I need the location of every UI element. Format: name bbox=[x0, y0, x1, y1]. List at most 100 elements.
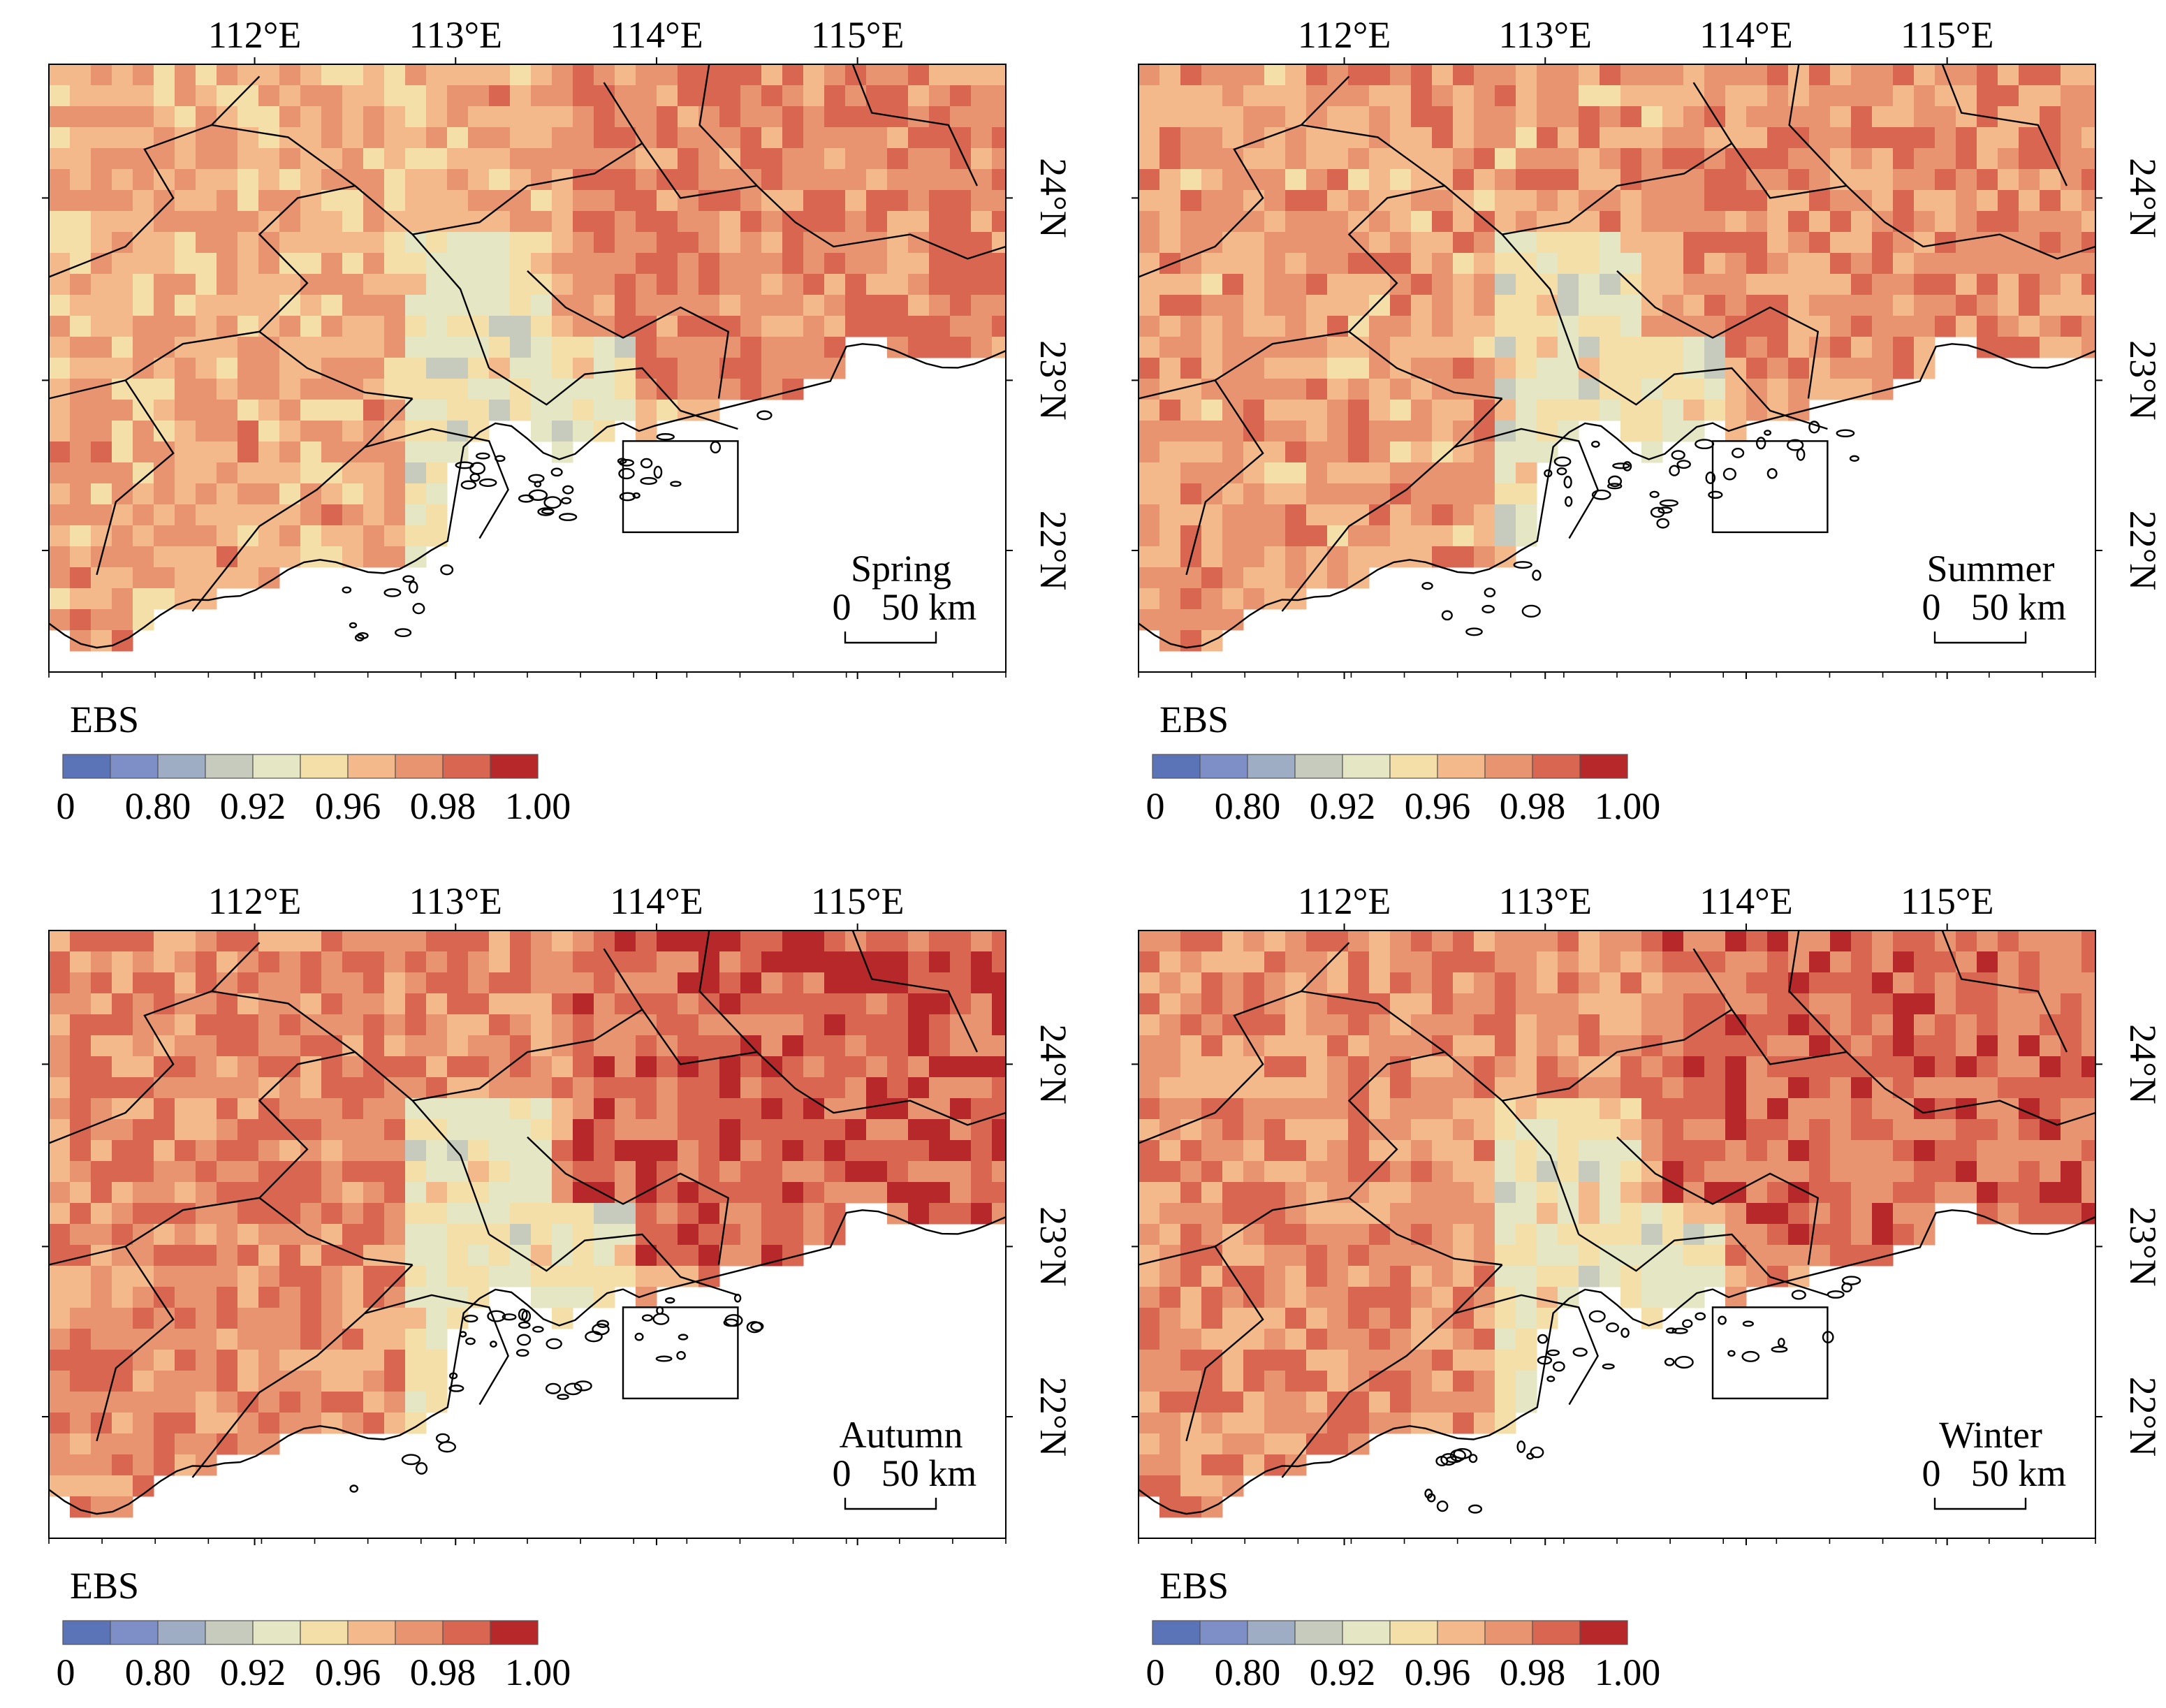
map-cell bbox=[1264, 1350, 1286, 1371]
map-cell bbox=[447, 1035, 469, 1057]
map-cell bbox=[1348, 211, 1370, 233]
map-cell bbox=[782, 64, 804, 86]
map-cell bbox=[1600, 1014, 1621, 1036]
map-cell bbox=[573, 421, 594, 442]
map-cell bbox=[782, 1014, 804, 1036]
map-cell bbox=[405, 85, 427, 107]
map-cell bbox=[1411, 190, 1433, 212]
map-cell bbox=[49, 106, 71, 128]
map-cell bbox=[1474, 441, 1495, 463]
map-cell bbox=[300, 546, 322, 568]
map-cell bbox=[950, 1098, 972, 1120]
map-cell bbox=[803, 358, 825, 379]
map-cell bbox=[1390, 1161, 1412, 1183]
map-cell bbox=[573, 1056, 594, 1078]
map-cell bbox=[803, 190, 825, 212]
map-cell bbox=[740, 316, 762, 337]
map-cell bbox=[845, 295, 867, 316]
map-cell bbox=[1620, 295, 1642, 316]
map-cell bbox=[1264, 1182, 1286, 1204]
map-cell bbox=[49, 337, 71, 358]
map-cell bbox=[531, 337, 553, 358]
map-cell bbox=[1180, 588, 1202, 610]
map-cell bbox=[384, 127, 406, 149]
map-cell bbox=[1683, 274, 1705, 295]
legend-swatch bbox=[300, 1620, 349, 1645]
map-cell bbox=[70, 609, 92, 631]
map-cell bbox=[1851, 274, 1873, 295]
map-cell bbox=[1662, 211, 1684, 233]
map-cell bbox=[1788, 1203, 1810, 1225]
map-cell bbox=[489, 337, 511, 358]
map-cell bbox=[1977, 211, 1998, 233]
map-cell bbox=[1306, 1014, 1328, 1036]
map-cell bbox=[657, 1119, 678, 1141]
map-cell bbox=[384, 190, 406, 212]
map-cell bbox=[405, 1098, 427, 1120]
map-cell bbox=[615, 337, 636, 358]
map-cell bbox=[70, 295, 92, 316]
legend-swatch bbox=[157, 754, 206, 779]
map-cell bbox=[1474, 1308, 1495, 1329]
map-cell bbox=[1725, 1035, 1747, 1057]
map-cell bbox=[49, 1161, 71, 1183]
map-cell bbox=[1348, 1035, 1370, 1057]
map-cell bbox=[866, 1161, 888, 1183]
map-cell bbox=[552, 1308, 573, 1329]
map-cell bbox=[1537, 253, 1558, 275]
map-cell bbox=[342, 232, 364, 254]
map-cell bbox=[698, 1203, 720, 1225]
map-cell bbox=[112, 127, 133, 149]
map-cell bbox=[1893, 127, 1915, 149]
x-tick-label: 114°E bbox=[1699, 14, 1793, 56]
map-cell bbox=[1600, 106, 1621, 128]
map-cell bbox=[217, 316, 238, 337]
x-tick-label: 112°E bbox=[1298, 14, 1391, 56]
map-cell bbox=[49, 609, 71, 631]
map-cell bbox=[112, 504, 133, 526]
map-cell bbox=[992, 169, 1007, 191]
map-cell bbox=[1725, 1077, 1747, 1099]
map-cell bbox=[321, 127, 343, 149]
map-cell bbox=[1222, 567, 1244, 589]
map-cell bbox=[1558, 1119, 1579, 1141]
map-cell bbox=[657, 1014, 678, 1036]
map-cell bbox=[342, 1140, 364, 1162]
map-cell bbox=[258, 295, 280, 316]
map-cell bbox=[1914, 1077, 1936, 1099]
legend-swatch bbox=[1342, 1620, 1391, 1645]
map-cell bbox=[49, 253, 71, 275]
map-cell bbox=[594, 148, 615, 170]
map-cell bbox=[1746, 211, 1768, 233]
map-cell bbox=[1264, 1308, 1286, 1329]
map-cell bbox=[510, 295, 532, 316]
map-cell bbox=[70, 930, 92, 952]
map-cell bbox=[1830, 337, 1852, 358]
map-cell bbox=[217, 400, 238, 421]
map-cell bbox=[321, 1266, 343, 1287]
map-cell bbox=[552, 379, 573, 400]
map-cell bbox=[636, 1035, 657, 1057]
map-cell bbox=[112, 85, 133, 107]
map-cell bbox=[1830, 190, 1852, 212]
map-cell bbox=[1306, 274, 1328, 295]
map-cell bbox=[1558, 1161, 1579, 1183]
island-outline bbox=[573, 1380, 592, 1392]
map-cell bbox=[279, 1371, 301, 1392]
map-cell bbox=[573, 951, 594, 973]
map-cell bbox=[761, 85, 783, 107]
map-cell bbox=[719, 1203, 741, 1225]
map-cell bbox=[1348, 232, 1370, 254]
map-cell bbox=[803, 253, 825, 275]
map-cell bbox=[1432, 930, 1454, 952]
map-cell bbox=[552, 400, 573, 421]
map-cell bbox=[740, 993, 762, 1015]
map-cell bbox=[1222, 64, 1244, 86]
map-cell bbox=[2019, 169, 2040, 191]
map-cell bbox=[489, 1035, 511, 1057]
map-cell bbox=[531, 1035, 553, 1057]
map-cell bbox=[300, 1413, 322, 1434]
map-cell bbox=[552, 1203, 573, 1225]
map-cell bbox=[573, 1182, 594, 1204]
map-cell bbox=[447, 400, 469, 421]
